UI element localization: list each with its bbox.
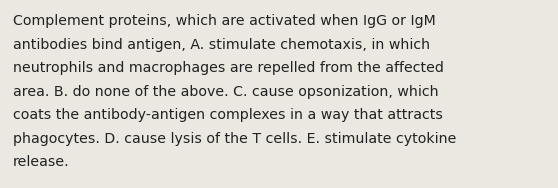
- Text: release.: release.: [13, 155, 70, 169]
- Text: phagocytes. D. cause lysis of the T cells. E. stimulate cytokine: phagocytes. D. cause lysis of the T cell…: [13, 131, 456, 146]
- Text: area. B. do none of the above. C. cause opsonization, which: area. B. do none of the above. C. cause …: [13, 84, 439, 99]
- Text: antibodies bind antigen, A. stimulate chemotaxis, in which: antibodies bind antigen, A. stimulate ch…: [13, 37, 430, 52]
- Text: Complement proteins, which are activated when IgG or IgM: Complement proteins, which are activated…: [13, 14, 436, 28]
- Text: neutrophils and macrophages are repelled from the affected: neutrophils and macrophages are repelled…: [13, 61, 444, 75]
- Text: coats the antibody-antigen complexes in a way that attracts: coats the antibody-antigen complexes in …: [13, 108, 443, 122]
